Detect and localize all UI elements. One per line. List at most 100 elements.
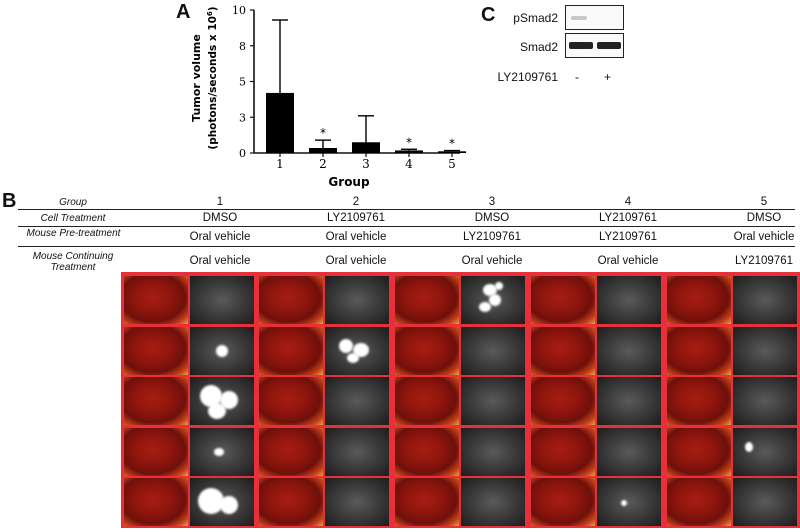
tumor-signal-spot bbox=[216, 344, 228, 357]
bioluminescence-image bbox=[190, 377, 254, 425]
tumor-signal-spot bbox=[483, 284, 497, 296]
bioluminescence-image bbox=[325, 326, 389, 375]
pretreatment-value: Oral vehicle bbox=[325, 231, 387, 243]
cell-treatment-value: LY2109761 bbox=[599, 212, 657, 224]
group-cell: 5 bbox=[760, 196, 768, 208]
x-tick-label: 3 bbox=[362, 157, 370, 171]
bioluminescence-image bbox=[733, 377, 797, 425]
liver-photo bbox=[667, 478, 731, 526]
bar bbox=[352, 142, 380, 153]
continuing-value: Oral vehicle bbox=[597, 255, 659, 267]
group-image-column bbox=[121, 272, 257, 528]
bioluminescence-image bbox=[597, 326, 661, 375]
table-divider bbox=[18, 226, 795, 227]
bioluminescence-image bbox=[325, 276, 389, 324]
tumor-signal-spot bbox=[347, 352, 359, 363]
bioluminescence-image bbox=[733, 276, 797, 324]
tumor-signal-spot bbox=[479, 302, 491, 312]
tumor-signal-spot bbox=[200, 385, 222, 407]
group-cell: 4 bbox=[624, 196, 632, 208]
liver-photo bbox=[124, 326, 188, 375]
tumor-volume-chart: 0 3 5 8 10 Tumor volume (photons/seconds x 106… bbox=[190, 4, 466, 189]
bioluminescence-image bbox=[190, 276, 254, 324]
liver-photo bbox=[667, 377, 731, 425]
liver-photo bbox=[531, 276, 595, 324]
x-tick-label: 1 bbox=[276, 157, 284, 171]
liver-photo bbox=[124, 276, 188, 324]
y-tick-label: 0 bbox=[239, 147, 246, 160]
bioluminescence-image bbox=[733, 427, 797, 476]
bioluminescence-image bbox=[597, 427, 661, 476]
ly-treatment-label: LY2109761 bbox=[497, 70, 558, 84]
panel-c-letter: C bbox=[481, 4, 496, 26]
cell-treatment-value: DMSO bbox=[474, 212, 510, 224]
group-cell: 3 bbox=[488, 196, 496, 208]
y-tick-label: 3 bbox=[239, 111, 246, 124]
bioluminescence-image bbox=[597, 276, 661, 324]
cell-treatment-value: DMSO bbox=[746, 212, 782, 224]
bioluminescence-image bbox=[597, 377, 661, 425]
pretreatment-value: LY2109761 bbox=[463, 231, 521, 243]
continuing-value: Oral vehicle bbox=[325, 255, 387, 267]
continuing-label: Mouse Continuing Treatment bbox=[32, 251, 114, 273]
cell-treatment-value: LY2109761 bbox=[327, 212, 385, 224]
panel-b-letter: B bbox=[2, 190, 17, 212]
lane2-sign: + bbox=[604, 70, 612, 84]
x-axis-label: Group bbox=[328, 175, 370, 189]
liver-photo bbox=[259, 377, 323, 425]
group-image-column bbox=[256, 272, 392, 528]
continuing-value: Oral vehicle bbox=[189, 255, 251, 267]
panel-a-letter: A bbox=[176, 1, 191, 23]
liver-photo bbox=[395, 377, 459, 425]
bioluminescence-image bbox=[733, 478, 797, 526]
liver-photo bbox=[531, 427, 595, 476]
group-image-column bbox=[392, 272, 528, 528]
x-tick-label: 4 bbox=[405, 157, 413, 171]
group-cell: 2 bbox=[352, 196, 360, 208]
y-tick-label: 8 bbox=[239, 40, 246, 53]
psmad2-band bbox=[571, 16, 587, 20]
tumor-signal-spot bbox=[353, 342, 369, 357]
liver-photo bbox=[124, 377, 188, 425]
liver-photo bbox=[124, 478, 188, 526]
bar bbox=[309, 147, 337, 153]
continuing-value: LY2109761 bbox=[735, 255, 793, 267]
psmad2-label: pSmad2 bbox=[513, 11, 558, 25]
y-axis-label: Tumor volume bbox=[190, 34, 203, 122]
x-tick-label: 5 bbox=[448, 157, 456, 171]
liver-photo bbox=[395, 326, 459, 375]
group-cell: 1 bbox=[216, 196, 224, 208]
y-tick-label: 10 bbox=[232, 4, 246, 17]
smad2-label: Smad2 bbox=[519, 40, 558, 54]
liver-photo bbox=[395, 478, 459, 526]
tumor-signal-spot bbox=[745, 441, 753, 452]
bioluminescence-image bbox=[461, 478, 525, 526]
liver-photo bbox=[395, 427, 459, 476]
liver-photo bbox=[259, 326, 323, 375]
bioluminescence-image bbox=[325, 427, 389, 476]
bioluminescence-image bbox=[190, 478, 254, 526]
liver-photo bbox=[531, 326, 595, 375]
pretreatment-value: Oral vehicle bbox=[733, 231, 795, 243]
liver-photo bbox=[667, 427, 731, 476]
tumor-signal-spot bbox=[489, 294, 501, 306]
bioluminescence-image bbox=[733, 326, 797, 375]
smad2-blot bbox=[565, 33, 624, 58]
liver-photo bbox=[124, 427, 188, 476]
y-tick-label: 5 bbox=[239, 76, 246, 89]
bioluminescence-image bbox=[190, 427, 254, 476]
bioluminescence-image bbox=[461, 377, 525, 425]
bar bbox=[266, 92, 294, 153]
group-row-label: Group bbox=[59, 197, 87, 208]
table-divider bbox=[18, 246, 795, 247]
bioluminescence-image bbox=[461, 326, 525, 375]
liver-photo bbox=[531, 377, 595, 425]
tumor-signal-spot bbox=[495, 282, 503, 290]
liver-photo bbox=[259, 427, 323, 476]
liver-photo bbox=[259, 276, 323, 324]
significance-marker: * bbox=[449, 137, 455, 151]
cell-treatment-value: DMSO bbox=[202, 212, 238, 224]
pretreatment-value: LY2109761 bbox=[599, 231, 657, 243]
tumor-signal-spot bbox=[220, 496, 238, 514]
bar bbox=[395, 150, 423, 153]
